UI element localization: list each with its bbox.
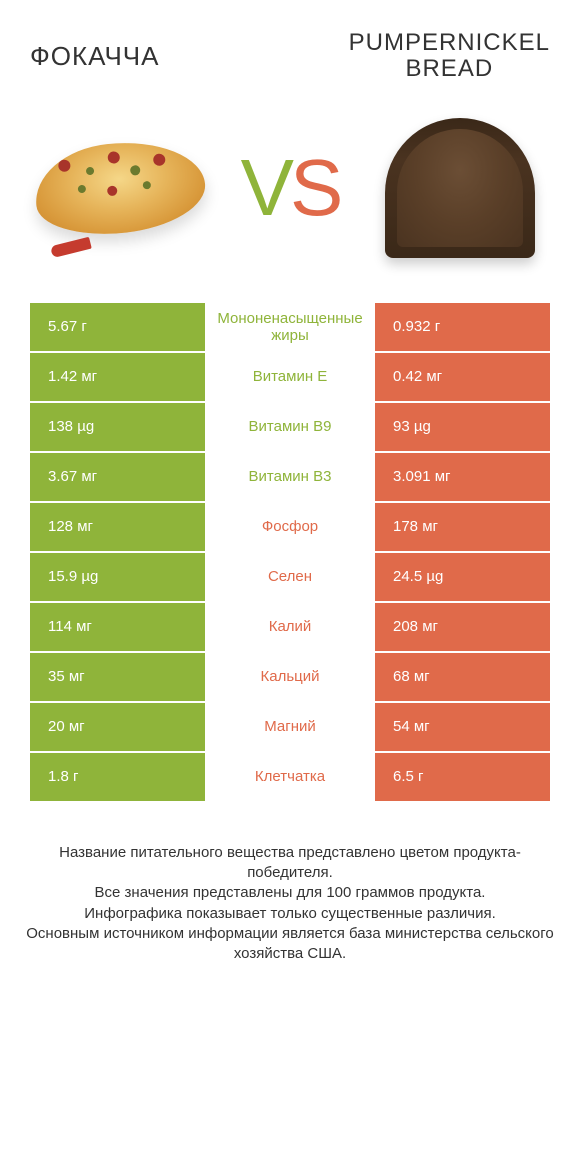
table-row: 138 µgВитамин B993 µg [30,403,550,451]
nutrient-label: Калий [205,603,375,651]
nutrient-label: Селен [205,553,375,601]
product-title-left: ФОКАЧЧА [30,41,159,72]
value-left: 35 мг [30,653,205,701]
nutrient-label: Кальций [205,653,375,701]
value-right: 54 мг [375,703,550,751]
nutrient-label: Витамин B3 [205,453,375,501]
footer-line2: Все значения представлены для 100 граммо… [20,883,560,903]
value-left: 1.42 мг [30,353,205,401]
value-right: 93 µg [375,403,550,451]
value-right: 24.5 µg [375,553,550,601]
vs-v: V [241,143,290,232]
nutrient-label: Клетчатка [205,753,375,801]
nutrient-label: Магний [205,703,375,751]
table-row: 5.67 гМононенасыщенные жиры0.932 г [30,303,550,351]
value-left: 1.8 г [30,753,205,801]
table-row: 3.67 мгВитамин B33.091 мг [30,453,550,501]
table-row: 35 мгКальций68 мг [30,653,550,701]
value-left: 20 мг [30,703,205,751]
value-left: 138 µg [30,403,205,451]
nutrient-label: Мононенасыщенные жиры [205,303,375,351]
footer-line1: Название питательного вещества представл… [20,843,560,884]
footer-line4: Основным источником информации является … [20,924,560,965]
table-row: 114 мгКалий208 мг [30,603,550,651]
value-right: 208 мг [375,603,550,651]
table-row: 15.9 µgСелен24.5 µg [30,553,550,601]
value-left: 15.9 µg [30,553,205,601]
nutrient-label: Витамин E [205,353,375,401]
header: ФОКАЧЧА PUMPERNICKEL BREAD [0,0,580,93]
value-left: 3.67 мг [30,453,205,501]
value-right: 6.5 г [375,753,550,801]
footer-line3: Инфографика показывает только существенн… [20,904,560,924]
value-left: 5.67 г [30,303,205,351]
table-row: 1.8 гКлетчатка6.5 г [30,753,550,801]
value-left: 114 мг [30,603,205,651]
value-right: 178 мг [375,503,550,551]
nutrient-label: Витамин B9 [205,403,375,451]
title-right-line1: PUMPERNICKEL [349,30,550,56]
nutrient-table: 5.67 гМононенасыщенные жиры0.932 г1.42 м… [0,293,580,801]
vs-s: S [290,143,339,232]
table-row: 20 мгМагний54 мг [30,703,550,751]
table-row: 1.42 мгВитамин E0.42 мг [30,353,550,401]
value-right: 0.932 г [375,303,550,351]
value-right: 68 мг [375,653,550,701]
value-right: 0.42 мг [375,353,550,401]
table-row: 128 мгФосфор178 мг [30,503,550,551]
nutrient-label: Фосфор [205,503,375,551]
value-right: 3.091 мг [375,453,550,501]
footer-notes: Название питательного вещества представл… [0,803,580,965]
product-title-right: PUMPERNICKEL BREAD [349,30,550,83]
title-right-line2: BREAD [349,56,550,82]
focaccia-image [30,118,210,258]
value-left: 128 мг [30,503,205,551]
vs-label: VS [241,142,340,234]
pumpernickel-image [370,118,550,258]
hero-row: VS [0,93,580,293]
